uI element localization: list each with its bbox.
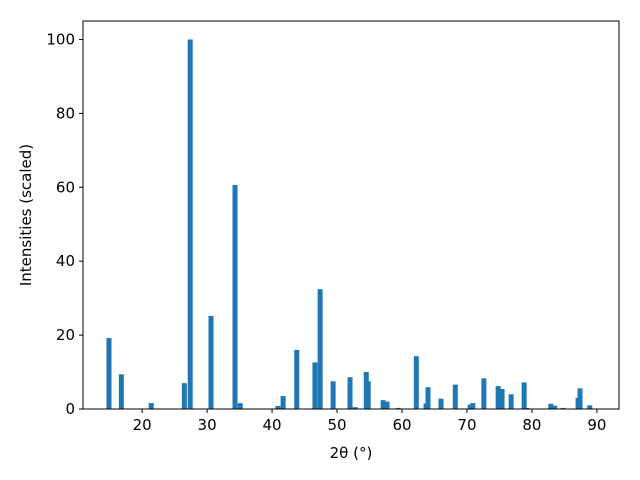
x-tick-label: 20 xyxy=(133,416,152,434)
bar xyxy=(413,356,419,409)
x-tick-label: 90 xyxy=(587,416,606,434)
y-tick-label: 100 xyxy=(46,30,75,48)
bar xyxy=(467,404,473,409)
bar xyxy=(524,407,530,409)
bar xyxy=(552,405,558,409)
y-tick-label: 60 xyxy=(56,178,75,196)
y-tick-label: 40 xyxy=(56,252,75,270)
bar xyxy=(438,398,444,409)
y-tick-label: 20 xyxy=(56,326,75,344)
bar xyxy=(237,403,243,409)
x-axis-label: 2θ (°) xyxy=(330,444,373,462)
bar xyxy=(232,185,238,409)
bar xyxy=(106,338,112,409)
bar xyxy=(395,407,401,409)
y-tick-label: 0 xyxy=(65,400,75,418)
bar xyxy=(294,349,300,409)
bar xyxy=(181,383,187,409)
bar xyxy=(499,389,505,409)
bar xyxy=(384,401,390,409)
y-tick-label: 80 xyxy=(56,104,75,122)
bar xyxy=(280,396,286,409)
bar xyxy=(548,403,554,409)
bar xyxy=(470,403,476,409)
bar xyxy=(312,362,318,409)
bar xyxy=(380,400,386,409)
x-tick-label: 70 xyxy=(457,416,476,434)
x-tick-label: 60 xyxy=(392,416,411,434)
y-axis-label: Intensities (scaled) xyxy=(17,144,35,286)
bar xyxy=(577,388,583,409)
bar xyxy=(495,386,501,409)
bar xyxy=(560,407,566,409)
bar xyxy=(208,315,214,409)
bar xyxy=(508,394,514,409)
x-tick-label: 80 xyxy=(522,416,541,434)
bar xyxy=(187,39,193,409)
x-tick-label: 40 xyxy=(263,416,282,434)
bar xyxy=(481,378,487,409)
x-tick-label: 30 xyxy=(198,416,217,434)
x-tick-label: 50 xyxy=(327,416,346,434)
bar xyxy=(365,381,371,409)
bar xyxy=(317,289,323,409)
bar xyxy=(118,374,124,409)
bar xyxy=(425,387,431,409)
bar xyxy=(330,381,336,409)
bar xyxy=(148,403,154,409)
plot-frame xyxy=(82,20,620,410)
bar xyxy=(521,382,527,409)
bar xyxy=(587,405,593,409)
bar xyxy=(275,406,281,409)
bar xyxy=(452,384,458,409)
bar xyxy=(347,377,353,409)
bar xyxy=(352,407,358,409)
